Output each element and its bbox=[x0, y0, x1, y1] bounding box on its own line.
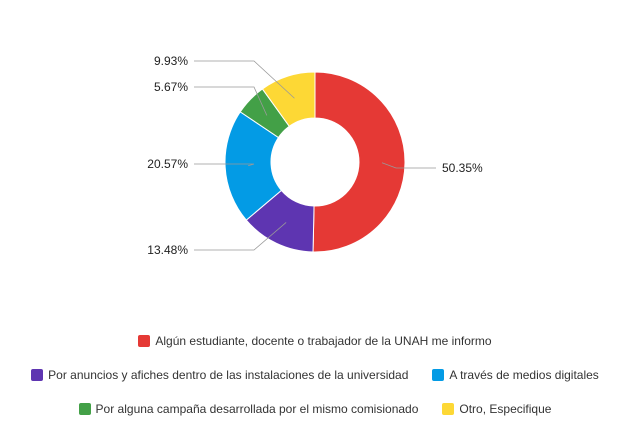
legend-label-anuncios: Por anuncios y afiches dentro de las ins… bbox=[48, 368, 409, 382]
legend-swatch-anuncios bbox=[31, 369, 44, 381]
legend-label-medios-digitales: A través de medios digitales bbox=[449, 368, 599, 382]
legend-item-medios-digitales[interactable]: A través de medios digitales bbox=[432, 368, 599, 382]
legend-label-otro: Otro, Especifique bbox=[459, 402, 552, 416]
legend-row-3: Por alguna campaña desarrollada por el m… bbox=[0, 402, 630, 416]
data-label-estudiante: 50.35% bbox=[442, 161, 483, 175]
legend-item-otro[interactable]: Otro, Especifique bbox=[442, 402, 551, 416]
leader-line-anuncios bbox=[194, 222, 287, 251]
leader-line-campana bbox=[194, 86, 268, 116]
data-label-medios-digitales: 20.57% bbox=[147, 157, 188, 171]
legend-swatch-otro bbox=[442, 403, 455, 415]
legend-row-1: Algún estudiante, docente o trabajador d… bbox=[0, 334, 630, 348]
legend-item-estudiante[interactable]: Algún estudiante, docente o trabajador d… bbox=[138, 334, 492, 348]
leader-line-otro bbox=[194, 60, 295, 99]
donut-chart: 50.35% 13.48% 20.57% 5.67% 9.93% bbox=[147, 54, 483, 257]
data-label-anuncios: 13.48% bbox=[147, 243, 188, 257]
legend-swatch-campana bbox=[78, 403, 91, 415]
data-label-otro: 9.93% bbox=[154, 54, 188, 68]
legend-label-estudiante: Algún estudiante, docente o trabajador d… bbox=[155, 334, 492, 348]
leader-line-medios-digitales bbox=[194, 163, 255, 167]
legend-label-campana: Por alguna campaña desarrollada por el m… bbox=[95, 402, 419, 416]
legend-swatch-estudiante bbox=[138, 335, 151, 347]
data-label-campana: 5.67% bbox=[154, 80, 188, 94]
legend-item-campana[interactable]: Por alguna campaña desarrollada por el m… bbox=[78, 402, 419, 416]
legend-swatch-medios-digitales bbox=[432, 369, 445, 381]
legend-item-anuncios[interactable]: Por anuncios y afiches dentro de las ins… bbox=[31, 368, 408, 382]
legend-row-2: Por anuncios y afiches dentro de las ins… bbox=[0, 368, 630, 382]
leader-line-estudiante bbox=[381, 162, 436, 169]
slice-estudiante[interactable] bbox=[312, 71, 406, 253]
